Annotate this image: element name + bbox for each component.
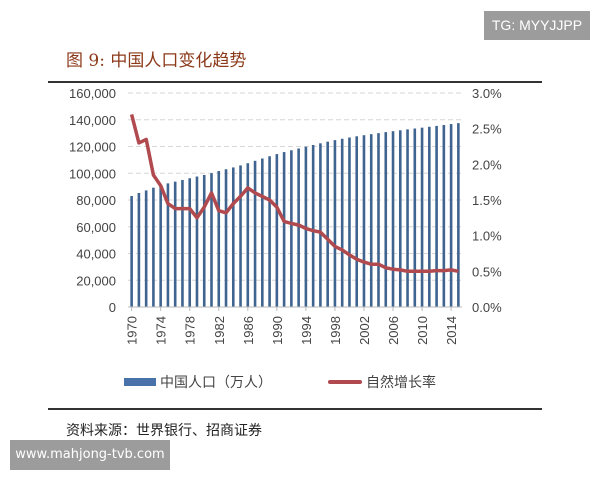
bar-2001 bbox=[355, 136, 359, 307]
y-right-tick-label: 1.0% bbox=[472, 229, 502, 244]
x-tick-label: 1986 bbox=[241, 316, 256, 345]
bar-2004 bbox=[377, 133, 380, 307]
x-tick-label: 2002 bbox=[357, 316, 372, 345]
bar-1970 bbox=[130, 195, 133, 307]
bar-1980 bbox=[202, 174, 206, 307]
x-tick-label: 2010 bbox=[415, 316, 430, 345]
x-tick-label: 1970 bbox=[125, 316, 140, 345]
bar-1978 bbox=[188, 178, 192, 307]
bar-2015 bbox=[457, 123, 460, 307]
growth-rate-line bbox=[129, 113, 459, 274]
bar-1988 bbox=[261, 158, 264, 307]
legend-swatch-line bbox=[328, 380, 362, 384]
watermark-top: TG: MYYJJPP bbox=[484, 11, 590, 40]
bar-1999 bbox=[340, 138, 344, 307]
y-left-tick-label: 80,000 bbox=[76, 193, 116, 208]
bar-1998 bbox=[333, 140, 337, 307]
bar-2006 bbox=[391, 131, 395, 307]
source-note: 资料来源：世界银行、招商证券 bbox=[66, 423, 262, 439]
bar-1997 bbox=[326, 141, 329, 307]
legend-label-growth: 自然增长率 bbox=[366, 375, 436, 391]
bar-2003 bbox=[369, 134, 373, 307]
x-tick-label: 1982 bbox=[212, 316, 227, 345]
y-left-tick-label: 140,000 bbox=[69, 113, 116, 128]
x-tick-label: 1974 bbox=[154, 316, 169, 345]
y-left-tick-label: 100,000 bbox=[69, 166, 116, 181]
x-tick-label: 1994 bbox=[299, 316, 314, 345]
bar-2013 bbox=[442, 125, 446, 308]
bar-1986 bbox=[246, 163, 250, 307]
bar-1971 bbox=[137, 193, 141, 307]
bar-1993 bbox=[297, 148, 300, 307]
y-right-tick-label: 2.5% bbox=[472, 122, 502, 137]
legend-item-population: 中国人口（万人） bbox=[124, 372, 272, 392]
bar-1987 bbox=[253, 160, 257, 307]
watermark-bottom: www.mahjong-tvb.com bbox=[10, 440, 170, 470]
source-rule bbox=[48, 408, 542, 410]
bar-2011 bbox=[428, 126, 431, 308]
legend-swatch-bar bbox=[124, 378, 156, 386]
bar-1995 bbox=[311, 145, 315, 307]
bar-1991 bbox=[282, 152, 286, 307]
y-right-tick-label: 0.0% bbox=[472, 300, 502, 315]
legend-label-population: 中国人口（万人） bbox=[160, 375, 272, 391]
bar-2005 bbox=[384, 132, 388, 307]
y-right-tick-label: 2.0% bbox=[472, 157, 502, 172]
y-left-tick-label: 120,000 bbox=[69, 140, 116, 155]
bar-2002 bbox=[362, 135, 366, 307]
bar-2012 bbox=[435, 125, 438, 307]
bar-1981 bbox=[210, 173, 213, 307]
y-left-tick-label: 60,000 bbox=[76, 220, 116, 235]
bar-2007 bbox=[398, 130, 402, 307]
bar-2008 bbox=[406, 129, 409, 307]
bar-1990 bbox=[275, 154, 279, 307]
y-right-tick-label: 1.5% bbox=[472, 193, 502, 208]
chart-title: 图 9: 中国人口变化趋势 bbox=[66, 51, 247, 71]
bar-2010 bbox=[420, 127, 424, 307]
bar-1992 bbox=[290, 150, 293, 307]
bar-1977 bbox=[181, 179, 184, 307]
y-left-tick-label: 0 bbox=[109, 300, 116, 315]
legend-item-growth: 自然增长率 bbox=[328, 372, 436, 392]
bar-2000 bbox=[348, 137, 351, 307]
x-tick-label: 2006 bbox=[386, 316, 401, 345]
x-tick-label: 1990 bbox=[270, 316, 285, 345]
y-right-tick-label: 3.0% bbox=[472, 86, 502, 101]
x-tick-label: 1998 bbox=[328, 316, 343, 345]
bar-1985 bbox=[239, 165, 242, 307]
bar-1972 bbox=[144, 190, 148, 307]
bar-1989 bbox=[268, 156, 271, 307]
x-tick-label: 1978 bbox=[183, 316, 198, 345]
y-left-tick-label: 20,000 bbox=[76, 273, 116, 288]
title-rule bbox=[48, 81, 542, 83]
bar-1979 bbox=[195, 176, 199, 307]
bar-1984 bbox=[231, 167, 235, 307]
y-right-tick-label: 0.5% bbox=[472, 264, 502, 279]
x-tick-label: 2014 bbox=[444, 316, 459, 345]
bar-1976 bbox=[173, 181, 177, 307]
bar-1973 bbox=[152, 187, 155, 307]
bar-1975 bbox=[166, 183, 170, 307]
bar-2009 bbox=[413, 128, 417, 307]
bar-1974 bbox=[159, 185, 162, 307]
bar-1982 bbox=[217, 171, 221, 307]
y-left-tick-label: 160,000 bbox=[69, 86, 116, 101]
bar-1983 bbox=[224, 169, 228, 307]
bar-2014 bbox=[449, 124, 453, 307]
y-left-tick-label: 40,000 bbox=[76, 247, 116, 262]
bar-1996 bbox=[319, 143, 322, 307]
